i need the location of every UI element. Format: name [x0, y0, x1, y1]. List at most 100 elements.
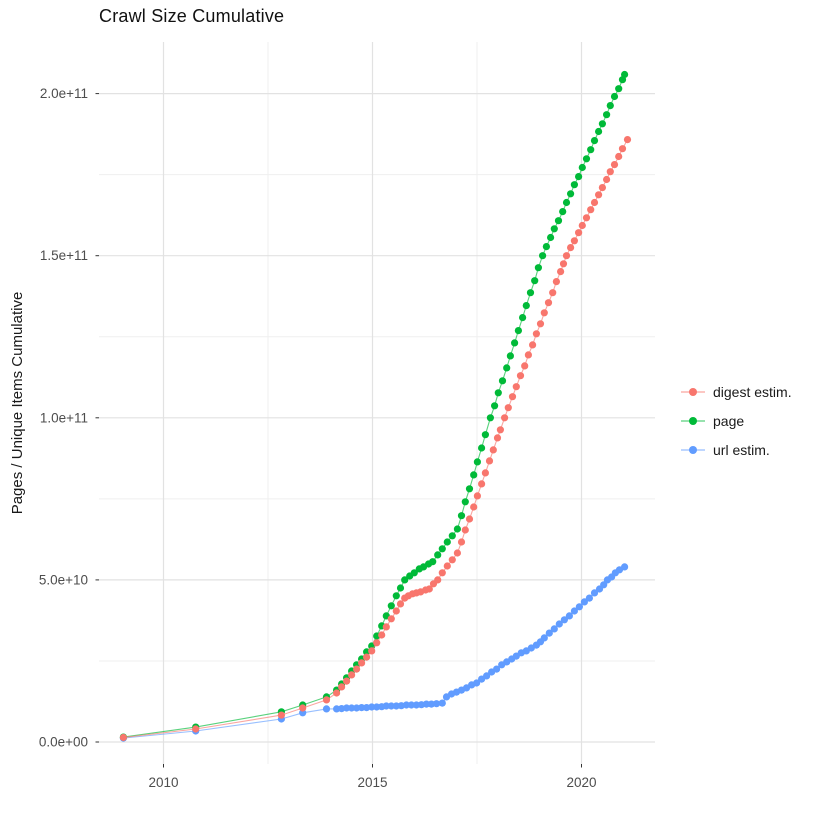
data-point-page — [559, 208, 567, 216]
data-point-url-estim- — [407, 701, 415, 709]
data-point-page — [481, 431, 489, 439]
data-point-page — [392, 592, 400, 600]
data-point-url-estim- — [438, 699, 446, 707]
data-point-digest-estim- — [567, 244, 575, 252]
x-axis-tick-label: 2010 — [148, 775, 178, 790]
data-point-page — [506, 352, 514, 360]
data-point-digest-estim- — [277, 711, 285, 719]
data-point-digest-estim- — [387, 615, 395, 623]
data-point-url-estim- — [387, 702, 395, 710]
data-point-digest-estim- — [557, 268, 565, 276]
data-point-digest-estim- — [378, 631, 386, 639]
data-point-url-estim- — [575, 603, 584, 611]
data-point-digest-estim- — [544, 299, 553, 307]
data-point-url-estim- — [600, 581, 608, 589]
data-point-digest-estim- — [496, 426, 504, 434]
data-point-digest-estim- — [618, 145, 627, 153]
data-point-page — [503, 364, 511, 372]
data-point-url-estim- — [555, 620, 563, 628]
data-point-digest-estim- — [508, 393, 517, 401]
data-point-digest-estim- — [465, 515, 474, 523]
legend-item-label: digest estim. — [713, 384, 792, 400]
data-point-digest-estim- — [453, 549, 461, 557]
data-point-page — [470, 471, 478, 479]
data-point-url-estim- — [382, 702, 390, 710]
data-point-digest-estim- — [438, 569, 446, 577]
data-point-url-estim- — [580, 598, 589, 606]
data-point-digest-estim- — [504, 404, 512, 412]
data-point-digest-estim- — [532, 330, 541, 338]
data-point-page — [387, 602, 395, 610]
data-point-digest-estim- — [595, 191, 603, 199]
data-point-digest-estim- — [582, 214, 591, 222]
data-point-url-estim- — [590, 589, 599, 597]
data-point-digest-estim- — [521, 362, 529, 370]
data-point-page — [410, 569, 418, 577]
data-point-url-estim- — [473, 679, 481, 687]
data-point-digest-estim- — [578, 221, 586, 230]
data-point-digest-estim- — [333, 689, 341, 697]
data-point-page — [438, 545, 446, 553]
data-point-digest-estim- — [348, 671, 356, 679]
legend-item-label: url estim. — [713, 442, 770, 458]
data-point-page — [486, 414, 494, 422]
data-point-url-estim- — [493, 665, 501, 673]
data-point-digest-estim- — [343, 677, 351, 685]
data-point-digest-estim- — [536, 320, 545, 328]
data-point-digest-estim- — [338, 683, 346, 691]
data-point-digest-estim- — [512, 383, 520, 391]
data-point-digest-estim- — [615, 152, 623, 161]
data-point-digest-estim- — [473, 492, 481, 500]
data-point-digest-estim- — [382, 623, 390, 631]
data-point-digest-estim- — [587, 206, 595, 214]
data-point-page — [610, 92, 619, 101]
data-point-digest-estim- — [443, 562, 451, 570]
data-point-digest-estim- — [606, 168, 614, 176]
data-point-url-estim- — [565, 612, 574, 620]
legend-key-point — [689, 446, 697, 454]
data-point-url-estim- — [550, 625, 558, 633]
data-point-digest-estim- — [549, 289, 557, 297]
data-point-url-estim- — [348, 704, 356, 712]
y-axis-tick-label: 1.0e+11 — [40, 410, 88, 425]
data-point-digest-estim- — [516, 372, 525, 380]
data-point-page — [510, 339, 519, 347]
data-point-digest-estim- — [299, 704, 307, 712]
data-point-digest-estim- — [562, 252, 571, 260]
data-point-digest-estim- — [478, 480, 486, 488]
data-point-page — [491, 402, 499, 410]
data-point-url-estim- — [621, 563, 629, 571]
data-point-digest-estim- — [396, 600, 405, 608]
data-point-digest-estim- — [559, 260, 568, 268]
data-point-digest-estim- — [470, 503, 478, 511]
data-point-digest-estim- — [501, 414, 509, 422]
data-point-page — [534, 264, 543, 272]
data-point-page — [519, 314, 527, 322]
y-axis-tick-label: 1.5e+11 — [40, 248, 88, 263]
data-point-url-estim- — [358, 704, 366, 712]
data-point-url-estim- — [560, 616, 569, 624]
data-point-page — [526, 289, 535, 297]
data-point-digest-estim- — [322, 696, 331, 704]
data-point-digest-estim- — [368, 647, 376, 655]
data-point-page — [461, 498, 469, 506]
data-point-page — [595, 127, 603, 136]
data-point-digest-estim- — [610, 161, 619, 169]
data-point-page — [396, 584, 405, 592]
chart-title: Crawl Size Cumulative — [99, 6, 285, 26]
data-point-digest-estim- — [353, 665, 361, 673]
data-point-url-estim- — [545, 629, 553, 637]
data-point-digest-estim- — [485, 457, 494, 465]
legend-key-point — [689, 388, 697, 396]
data-point-url-estim- — [432, 700, 441, 708]
data-point-page — [443, 538, 451, 546]
data-point-digest-estim- — [457, 538, 466, 546]
data-point-page — [539, 252, 547, 260]
data-point-digest-estim- — [461, 526, 469, 534]
data-point-page — [578, 163, 586, 172]
data-point-url-estim- — [585, 594, 594, 602]
data-point-page — [590, 137, 599, 145]
data-point-page — [606, 102, 614, 110]
legend-key-point — [689, 417, 697, 425]
